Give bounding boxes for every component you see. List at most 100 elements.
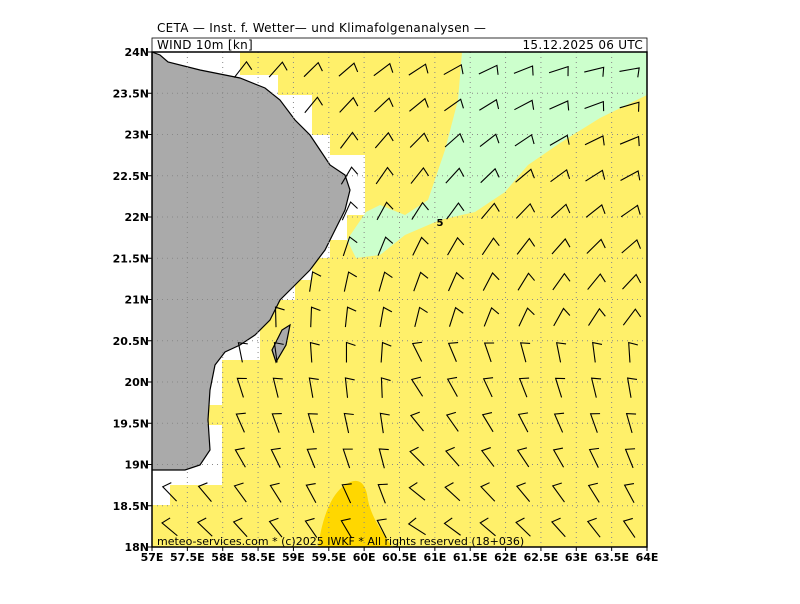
wind-barb xyxy=(375,166,394,185)
wind-barb xyxy=(551,482,565,503)
wind-barb xyxy=(233,482,247,503)
wind-barb xyxy=(414,306,428,328)
wind-barb xyxy=(237,342,248,363)
ticks: 57E 57.5E 58E 58.5E 59E 59.5E 60E 60.5E 61E 61.5E… xyxy=(113,46,659,564)
wind-barb xyxy=(273,341,284,363)
wind-barb xyxy=(341,201,358,221)
wind-barb xyxy=(443,63,464,76)
wind-barb xyxy=(619,67,640,78)
wind-barb xyxy=(407,517,426,536)
wind-barb xyxy=(409,411,424,432)
wind-barb xyxy=(587,273,606,290)
wind-barb xyxy=(517,412,529,433)
wind-barbs xyxy=(161,60,642,539)
wind-barb xyxy=(586,238,606,254)
wind-barb xyxy=(551,238,571,255)
wind-barb xyxy=(344,306,357,328)
wind-barb xyxy=(622,273,642,290)
wind-barb xyxy=(373,62,394,77)
field-label: WIND 10m [kn] xyxy=(157,38,253,52)
wind-barb xyxy=(588,447,600,468)
y-tick-label: 19N xyxy=(124,459,149,472)
wind-barb xyxy=(553,307,571,327)
y-tick-label: 18.5N xyxy=(113,500,149,513)
wind-barb xyxy=(513,65,534,76)
wind-barb xyxy=(444,98,464,112)
wind-barb xyxy=(409,446,425,467)
wind-barb xyxy=(483,306,500,327)
wind-barb xyxy=(516,447,530,468)
y-tick-label: 21.5N xyxy=(113,252,149,265)
wind-barb xyxy=(304,517,318,538)
wind-barb xyxy=(341,483,352,504)
wind-barb xyxy=(550,203,571,219)
wind-barb xyxy=(378,448,389,469)
footer: meteo-services.com * (c)2025 IWKF * All … xyxy=(157,535,524,548)
wind-barb xyxy=(515,168,535,183)
wind-barb xyxy=(624,448,636,469)
wind-barb xyxy=(447,342,459,362)
wind-barb xyxy=(514,99,535,111)
wind-barb xyxy=(447,236,465,256)
wind-barb xyxy=(410,376,424,397)
wind-barb xyxy=(446,376,458,397)
wind-barb xyxy=(411,201,429,220)
x-tick-label: 64E xyxy=(636,551,659,564)
x-tick-label: 62.5E xyxy=(524,551,559,564)
wind-barb xyxy=(445,446,460,467)
wind-barb xyxy=(587,482,600,503)
wind-barb xyxy=(344,377,355,398)
wind-barb xyxy=(620,204,641,218)
wind-barb xyxy=(519,342,531,363)
wind-barb xyxy=(271,413,282,433)
y-tick-label: 22.5N xyxy=(113,170,149,183)
wind-barb xyxy=(309,341,320,363)
wind-barb xyxy=(308,377,319,398)
wind-barb xyxy=(549,100,570,111)
x-tick-label: 60.5E xyxy=(382,551,417,564)
x-tick-label: 61.5E xyxy=(453,551,488,564)
wind-barb xyxy=(590,377,602,398)
wind-barb xyxy=(307,413,318,434)
wind-barb xyxy=(380,377,391,398)
wind-barb xyxy=(553,412,565,433)
y-tick-label: 20.5N xyxy=(113,335,149,348)
wind-barb xyxy=(272,377,283,398)
wind-barb xyxy=(303,61,323,78)
wind-barb xyxy=(161,482,178,502)
wind-barb xyxy=(446,202,465,220)
wind-barb xyxy=(626,377,638,398)
wind-barb xyxy=(234,447,246,468)
y-tick-label: 23N xyxy=(124,129,149,142)
wind-barb xyxy=(345,341,356,363)
wind-barb xyxy=(236,377,247,398)
wind-barb xyxy=(268,517,283,538)
wind-barb xyxy=(625,413,637,434)
y-tick-label: 24N xyxy=(124,46,149,59)
wind-barb xyxy=(552,447,565,468)
wind-barb xyxy=(483,342,495,363)
x-tick-label: 57E xyxy=(141,551,164,564)
wind-barb xyxy=(412,236,429,256)
x-tick-label: 58E xyxy=(211,551,234,564)
wind-barb xyxy=(409,97,429,112)
wind-barb xyxy=(376,518,387,539)
wind-barb xyxy=(589,413,601,433)
y-tick-label: 23.5N xyxy=(113,87,149,100)
wind-barb xyxy=(444,132,465,148)
wind-barb xyxy=(196,517,213,537)
wind-barb xyxy=(555,342,567,363)
wind-barb xyxy=(515,482,531,503)
wind-barb xyxy=(479,133,500,147)
wind-barb xyxy=(232,517,248,538)
wind-barb xyxy=(342,448,353,469)
wind-barb xyxy=(623,482,635,504)
wind-barb xyxy=(445,411,459,432)
wind-barb xyxy=(233,60,253,78)
y-tick-label: 20N xyxy=(124,376,149,389)
wind-barb xyxy=(447,271,464,292)
wind-barb xyxy=(549,134,570,146)
x-tick-label: 59.5E xyxy=(311,551,346,564)
wind-barb xyxy=(304,96,323,114)
